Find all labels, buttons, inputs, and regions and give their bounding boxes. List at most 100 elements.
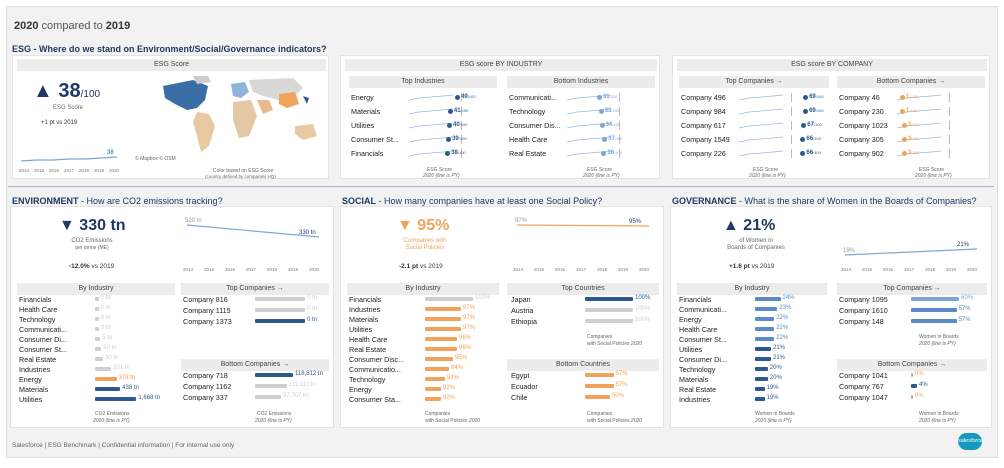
- social-card: ▼ 95% Companies with Social Policies -2.…: [340, 206, 664, 428]
- social-bot-axis-2-text: with Social Policies: [587, 418, 630, 424]
- social-title: SOCIAL: [342, 196, 377, 206]
- esg-top-companies-title[interactable]: Top Companies →: [679, 76, 829, 88]
- trend-line: [738, 150, 784, 157]
- score-suffix: /100: [909, 108, 918, 113]
- industry-label: Company 305: [839, 135, 884, 144]
- score-dot: [596, 95, 602, 100]
- industry-label: Consumer Dis...: [509, 121, 561, 130]
- score-dot: [901, 123, 907, 128]
- reference-line: [619, 121, 620, 130]
- gov-bottom-companies-title[interactable]: Bottom Companies →: [837, 359, 987, 371]
- score-value: 3/100: [908, 136, 919, 142]
- social-kpi-label-2: Social Policies: [405, 245, 445, 251]
- row-value: 4%: [919, 382, 928, 388]
- row-label: Communicati...: [19, 325, 67, 334]
- row-label: Company 1047: [839, 393, 888, 402]
- trend-year-label: 2016: [225, 267, 236, 272]
- env-kpi-value: 330 tn: [79, 217, 126, 234]
- trend-start-label: 97%: [515, 218, 528, 224]
- esg-co-axis-1: ESG Score: [753, 167, 779, 173]
- up-triangle-icon: ▲: [33, 80, 53, 102]
- map-copyright: © Mapbox © OSM: [135, 156, 176, 162]
- score-suffix: /100: [460, 108, 469, 113]
- world-map[interactable]: [153, 74, 323, 164]
- mini-trend-line: [408, 122, 454, 129]
- row-label: Consumer St...: [19, 345, 67, 354]
- env-bottom-companies-title[interactable]: Bottom Companies →: [181, 359, 329, 371]
- row-label: Ecuador: [511, 382, 538, 391]
- mini-trend-line: [408, 108, 454, 115]
- trend-year-label: 2015: [204, 267, 215, 272]
- reference-line: [461, 121, 462, 130]
- score-dot: [803, 109, 809, 114]
- score-number: 34: [605, 122, 613, 128]
- score-dot: [598, 109, 604, 114]
- trend-line: [738, 136, 784, 143]
- row-value: 95%: [455, 355, 468, 361]
- value-bar: [755, 317, 775, 321]
- esg-industry-card: ESG score BY INDUSTRY Top Industries Bot…: [340, 55, 660, 179]
- value-bar: [95, 357, 104, 361]
- reference-line: [791, 93, 792, 102]
- row-label: Technology: [349, 375, 386, 384]
- score-number: 31: [602, 94, 610, 100]
- salesforce-logo[interactable]: salesforce: [958, 433, 983, 450]
- down-triangle-icon: ▼: [59, 217, 75, 234]
- row-label: Company 718: [183, 371, 228, 380]
- esg-score-card: ESG Score ▲ 38/100 ESG Score +1 pt vs 20…: [12, 55, 329, 179]
- mini-trend-line: [566, 108, 612, 115]
- trend-line: [566, 94, 612, 101]
- score-suffix: /100: [457, 150, 466, 155]
- score-dot: [447, 123, 452, 128]
- env-kpi: ▼ 330 tn: [59, 217, 126, 235]
- esg-bottom-companies-title[interactable]: Bottom Companies →: [837, 76, 985, 88]
- social-question: - How many companies have at least one S…: [376, 196, 603, 206]
- row-label: Consumer Sta...: [349, 395, 401, 404]
- row-label: Real Estate: [679, 385, 717, 394]
- value-bar: [585, 384, 614, 388]
- row-label: Company 1610: [839, 306, 888, 315]
- trend-line: [408, 108, 454, 115]
- gov-kpi-label-1: of Women in: [739, 238, 773, 244]
- score-dot: [447, 109, 453, 114]
- row-value: 97%: [463, 305, 476, 311]
- row-label: Company 1115: [183, 306, 231, 315]
- gov-top-companies-title[interactable]: Top Companies →: [837, 283, 987, 295]
- reference-line: [791, 135, 792, 144]
- row-value: 20%: [769, 365, 782, 371]
- row-label: Communicati...: [679, 305, 727, 314]
- esg-section-title: ESG - Where do we stand on Environment/S…: [12, 44, 327, 54]
- value-bar: [255, 319, 305, 323]
- industry-label: Company 984: [681, 107, 726, 116]
- score-suffix: /100: [911, 122, 919, 127]
- value-bar: [425, 337, 457, 341]
- row-value: 94%: [451, 365, 464, 371]
- trend-line: [408, 94, 454, 101]
- env-top-companies-title[interactable]: Top Companies →: [181, 283, 329, 295]
- industry-label: Health Care: [509, 135, 548, 144]
- social-ind-axis-2: with Social Policies 2020: [425, 418, 480, 424]
- score-suffix: /100: [911, 150, 919, 155]
- top-countries-title: Top Countries: [507, 283, 659, 295]
- trend-line: [566, 108, 612, 115]
- score-number: 49: [461, 94, 468, 100]
- value-bar: [95, 327, 99, 331]
- value-bar: [585, 319, 633, 323]
- industry-label: Company 1549: [681, 135, 730, 144]
- row-value: 24%: [782, 295, 795, 301]
- reference-line: [949, 149, 950, 158]
- value-bar: [911, 384, 917, 388]
- row-value: 5 tn: [102, 335, 113, 341]
- trend-start-label: 19%: [843, 248, 856, 254]
- row-value: 0%: [915, 371, 924, 377]
- row-value: 22%: [776, 325, 789, 331]
- row-label: Energy: [349, 385, 372, 394]
- score-value: 3/100: [908, 122, 919, 128]
- reference-line: [461, 149, 462, 158]
- row-value: 0 tn: [100, 295, 111, 301]
- value-bar: [95, 337, 101, 341]
- gov-top-axis-sub: 2020 (line is PY): [919, 341, 956, 347]
- gov-ind-axis: Women in Boards: [755, 411, 795, 417]
- row-label: Materials: [679, 375, 709, 384]
- row-label: Industries: [349, 305, 381, 314]
